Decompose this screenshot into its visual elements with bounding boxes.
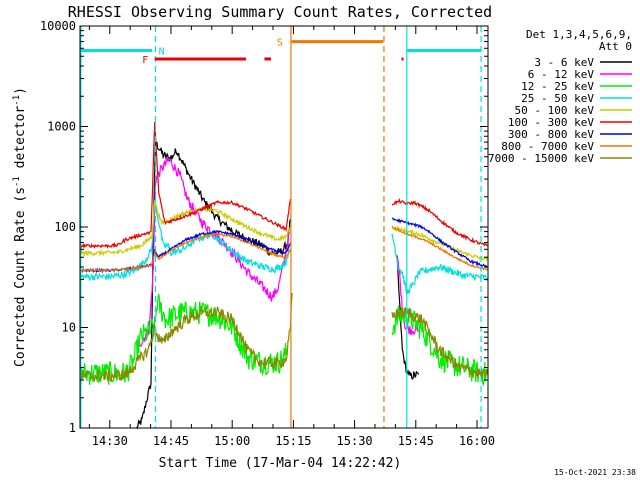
y-axis-label: Corrected Count Rate (s-1 detector-1) <box>12 87 28 367</box>
legend-label-100to300kev: 100 - 300 keV <box>508 116 594 129</box>
series-line-12to25kev-1 <box>79 292 288 385</box>
y-tick-label: 1000 <box>47 120 76 134</box>
legend-label-7000to15000kev: 7000 - 15000 keV <box>488 152 594 165</box>
y-tick-label: 1 <box>69 421 76 435</box>
y-axis-label-sup2: -1 <box>12 95 22 106</box>
x-axis-label: Start Time (17-Mar-04 14:22:42) <box>159 456 402 471</box>
series-line-100to300kev-2 <box>391 198 488 247</box>
legend-label-800to7000kev: 800 - 7000 keV <box>501 140 594 153</box>
timestamp: 15-Oct-2021 23:38 <box>554 468 636 477</box>
x-tick-label: 15:15 <box>275 434 311 448</box>
x-tick-label: 15:30 <box>337 434 373 448</box>
legend-title-1: Det 1,3,4,5,6,9, <box>526 28 632 41</box>
x-tick-label: 14:30 <box>92 434 128 448</box>
legend-label-6to12kev: 6 - 12 keV <box>528 68 595 81</box>
y-axis-label-main: Corrected Count Rate (s <box>13 187 28 367</box>
series-line-300to800kev-2 <box>391 217 488 269</box>
series-line-50to100kev-1 <box>79 199 291 258</box>
legend-title-2: Att 0 <box>599 40 632 53</box>
flag-label-n: N <box>159 47 165 58</box>
legend-label-12to25kev: 12 - 25 keV <box>521 80 594 93</box>
legend-label-300to800kev: 300 - 800 keV <box>508 128 594 141</box>
series-line-800to7000kev-1 <box>79 232 292 273</box>
chart-title: RHESSI Observing Summary Count Rates, Co… <box>68 3 492 21</box>
y-axis-label-sup1: -1 <box>12 176 22 187</box>
series-line-25to50kev-2 <box>391 233 489 295</box>
series-layer <box>79 121 489 430</box>
series-line-12to25kev-2 <box>391 305 488 387</box>
series-line-7000to15000kev-2 <box>391 306 489 380</box>
flag-layer: NF S <box>80 38 481 66</box>
flag-label-s: S <box>277 38 283 49</box>
series-line-7000to15000kev-1 <box>79 293 293 384</box>
legend-label-50to100kev: 50 - 100 keV <box>515 104 595 117</box>
y-axis-label-end: ) <box>13 87 28 95</box>
y-tick-label: 100 <box>54 220 76 234</box>
x-tick-label: 15:45 <box>398 434 434 448</box>
series-line-800to7000kev-2 <box>391 226 488 271</box>
x-tick-label: 15:00 <box>214 434 250 448</box>
legend-label-25to50kev: 25 - 50 keV <box>521 92 594 105</box>
legend-label-3to6kev: 3 - 6 keV <box>534 56 594 69</box>
y-axis-label-mid: detector <box>13 106 28 177</box>
series-line-25to50kev-1 <box>79 201 292 282</box>
flag-label-f: F <box>142 55 148 66</box>
x-tick-label: 16:00 <box>459 434 495 448</box>
y-tick-label: 10000 <box>40 19 76 33</box>
axis-ticks: 14:30 14:45 15:00 15:15 15:30 15:45 16:00 1 10 10… <box>40 19 495 448</box>
series-line-100to300kev-1 <box>79 121 292 250</box>
series-line-6to12kev-1 <box>136 157 290 349</box>
y-tick-label: 10 <box>62 321 76 335</box>
x-tick-label: 14:45 <box>153 434 189 448</box>
